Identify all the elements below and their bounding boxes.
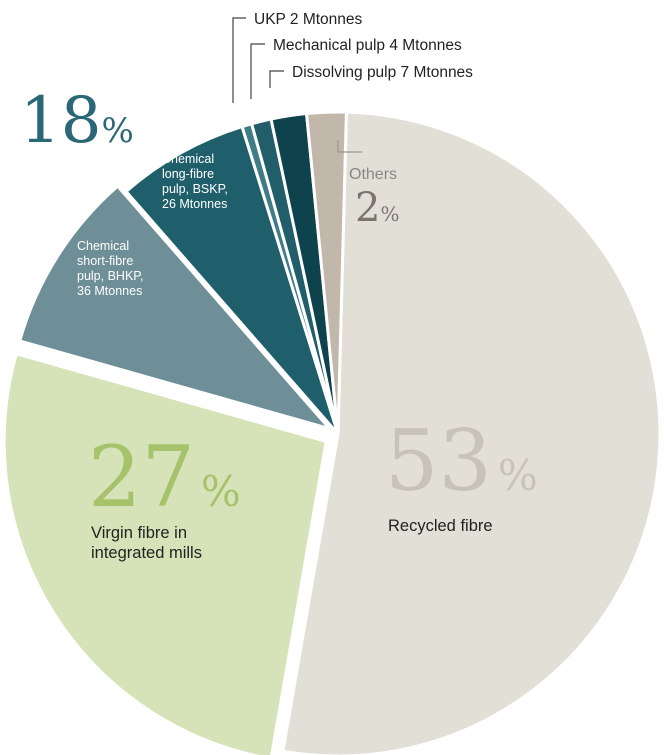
bskp-slice-label: Chemical long-fibre pulp, BSKP, 26 Mtonn… [162, 152, 231, 211]
ukp-leader-line [232, 17, 246, 103]
others-label: Others [349, 166, 397, 183]
dissolving-pulp-leader-line [269, 70, 284, 88]
pie-slice-virgin-fibre-in-integrated-mills [2, 352, 328, 755]
pie-slice-chemical-short-fibre-pulp-bhkp [18, 184, 332, 431]
virgin-fibre-label: Virgin fibre in integrated mills [91, 524, 202, 562]
callout-mechanical-pulp: Mechanical pulp 4 Mtonnes [273, 37, 462, 54]
callout-dissolving-pulp: Dissolving pulp 7 Mtonnes [292, 64, 473, 81]
pulp-group-value-label: 18% [20, 84, 134, 158]
callout-leaders [232, 17, 362, 153]
others-leader-line [337, 140, 362, 153]
pie-slice-others [305, 110, 348, 436]
pie-slice-chemical-long-fibre-pulp-bskp [124, 125, 340, 436]
virgin-fibre-value-label: 27% [88, 428, 241, 526]
others-value-label: 2% [355, 185, 399, 231]
callout-ukp: UKP 2 Mtonnes [254, 11, 363, 28]
recycled-fibre-value-label: 53% [385, 412, 538, 510]
mechanical-pulp-leader-line [250, 43, 265, 99]
pie-slice-recycled-fibre [281, 110, 662, 755]
recycled-fibre-label: Recycled fibre [388, 517, 493, 535]
bhkp-slice-label: Chemical short-fibre pulp, BHKP, 36 Mton… [77, 239, 147, 298]
slices-layer [2, 110, 662, 755]
